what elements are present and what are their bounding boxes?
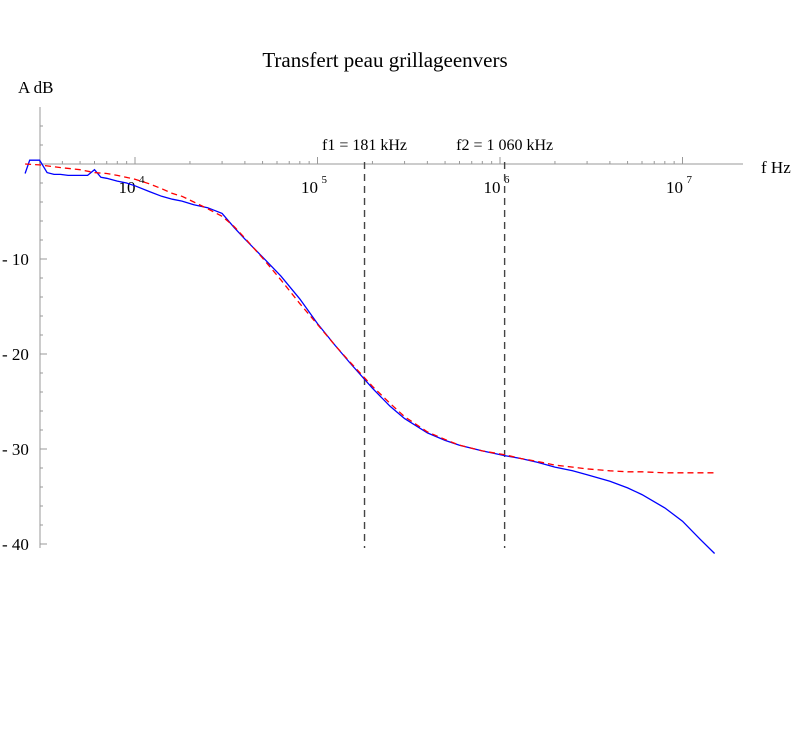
series-line-1	[24, 159, 716, 554]
x-tick-base: 10	[666, 178, 683, 197]
y-tick-label: - 10	[2, 250, 29, 269]
y-tick-label: - 30	[2, 440, 29, 459]
x-tick-exponent: 6	[504, 174, 510, 186]
x-axis-label: f Hz	[761, 158, 791, 177]
x-tick-base: 10	[119, 178, 136, 197]
x-tick-exponent: 5	[322, 174, 328, 186]
y-tick-label: - 40	[2, 535, 29, 554]
x-tick-label: 10 4	[119, 174, 146, 197]
chart-title: Transfert peau grillageenvers	[262, 48, 507, 72]
x-tick-exponent: 4	[139, 174, 145, 186]
y-tick-label: - 20	[2, 345, 29, 364]
series-line-2	[25, 163, 715, 474]
reference-label-1: f1 = 181 kHz	[322, 137, 407, 154]
x-tick-base: 10	[301, 178, 318, 197]
y-axis-label: A dB	[18, 78, 53, 97]
x-tick-exponent: 7	[687, 174, 693, 186]
x-tick-base: 10	[484, 178, 501, 197]
x-tick-label: 10 6	[484, 174, 511, 197]
reference-lines: f1 = 181 kHz f2 = 1 060 kHz	[322, 137, 553, 548]
x-tick-label: 10 5	[301, 174, 328, 197]
series-group	[24, 159, 716, 554]
reference-label-2: f2 = 1 060 kHz	[456, 137, 553, 154]
x-tick-label: 10 7	[666, 174, 693, 197]
